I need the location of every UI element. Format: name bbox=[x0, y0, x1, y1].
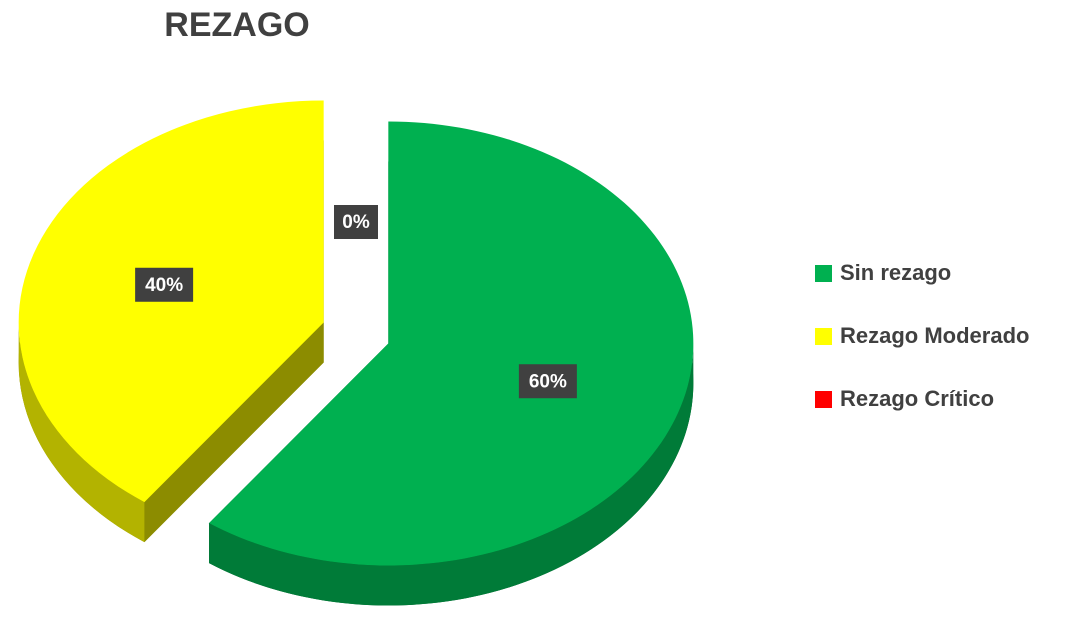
data-label-box bbox=[334, 205, 378, 239]
legend-swatch bbox=[815, 391, 832, 408]
legend-label: Rezago Moderado bbox=[840, 323, 1029, 348]
data-label: 60% bbox=[529, 371, 567, 392]
data-label-box bbox=[135, 267, 194, 302]
slice-rim bbox=[209, 343, 694, 606]
legend-label: Rezago Crítico bbox=[840, 386, 994, 411]
data-label: 40% bbox=[145, 275, 183, 296]
slice bbox=[209, 121, 694, 566]
legend-swatch bbox=[815, 265, 832, 282]
legend-swatch bbox=[815, 328, 832, 345]
slice-rim bbox=[18, 322, 145, 543]
data-label-box bbox=[518, 364, 577, 399]
slice-side bbox=[144, 322, 324, 543]
data-label: 0% bbox=[342, 212, 370, 233]
chart-title: REZAGO bbox=[164, 6, 309, 44]
legend-label: Sin rezago bbox=[840, 260, 951, 285]
